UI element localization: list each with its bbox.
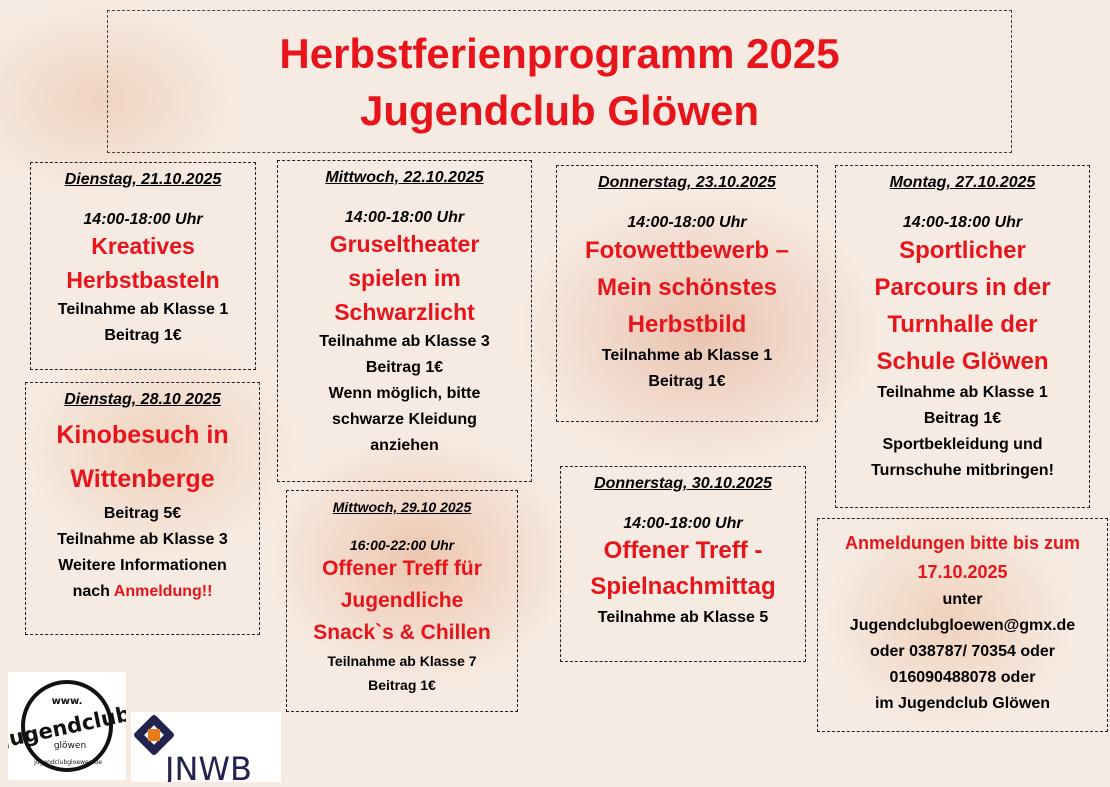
page-title: Herbstferienprogramm 2025 Jugendclub Glö… bbox=[107, 10, 1012, 153]
event-title: Kinobesuch in bbox=[56, 421, 229, 449]
event-detail: Teilnahme ab Klasse 3 bbox=[319, 333, 490, 350]
event-detail: Teilnahme ab Klasse 7 bbox=[327, 653, 477, 669]
event-detail: Beitrag 1€ bbox=[648, 373, 726, 390]
event-box-7: Montag, 27.10.2025 14:00-18:00 Uhr Sport… bbox=[835, 165, 1090, 508]
event-title: Fotowettbewerb – bbox=[584, 237, 789, 264]
event-box-2: Dienstag, 28.10 2025 Kinobesuch in Witte… bbox=[25, 382, 260, 635]
event-title: Sportlicher bbox=[899, 237, 1026, 264]
event-time: 14:00-18:00 Uhr bbox=[902, 214, 1023, 231]
registration-line: 016090488078 oder bbox=[889, 669, 1036, 686]
event-title: Jugendliche bbox=[340, 589, 464, 612]
svg-text:www.: www. bbox=[52, 696, 83, 707]
svg-text:JNWB: JNWB bbox=[163, 750, 252, 782]
event-detail: Beitrag 1€ bbox=[923, 410, 1002, 427]
event-detail: schwarze Kleidung bbox=[332, 411, 477, 428]
event-title: Wittenberge bbox=[70, 465, 215, 493]
event-detail: Teilnahme ab Klasse 1 bbox=[601, 347, 773, 364]
event-box-3: Mittwoch, 22.10.2025 14:00-18:00 Uhr Gru… bbox=[277, 160, 532, 482]
event-date: Mittwoch, 22.10.2025 bbox=[325, 169, 484, 186]
event-detail: anziehen bbox=[370, 437, 439, 454]
event-title: Herbstbasteln bbox=[66, 267, 220, 293]
event-detail: Teilnahme ab Klasse 1 bbox=[877, 384, 1048, 401]
event-title: spielen im bbox=[348, 265, 461, 291]
event-box-1: Dienstag, 21.10.2025 14:00-18:00 Uhr Kre… bbox=[30, 162, 256, 370]
event-title: Offener Treff für bbox=[322, 557, 482, 580]
title-line-2: Jugendclub Glöwen bbox=[359, 87, 760, 134]
event-box-4: Mittwoch, 29.10 2025 16:00-22:00 Uhr Off… bbox=[286, 490, 518, 712]
event-detail: Teilnahme ab Klasse 3 bbox=[57, 531, 228, 548]
event-detail: Beitrag 1€ bbox=[365, 359, 444, 376]
title-line-1: Herbstferienprogramm 2025 bbox=[279, 30, 840, 77]
detail-prefix: nach bbox=[72, 583, 114, 600]
event-detail: Turnschuhe mitbringen! bbox=[871, 462, 1054, 479]
event-title: Schwarzlicht bbox=[334, 299, 475, 325]
event-date: Mittwoch, 29.10 2025 bbox=[332, 499, 472, 515]
registration-box: Anmeldungen bitte bis zum 17.10.2025 unt… bbox=[817, 518, 1108, 732]
event-box-5: Donnerstag, 23.10.2025 14:00-18:00 Uhr F… bbox=[556, 165, 818, 422]
event-detail: Beitrag 1€ bbox=[104, 327, 182, 344]
event-detail: Sportbekleidung und bbox=[882, 436, 1043, 453]
registration-highlight: Anmeldung!! bbox=[113, 583, 213, 600]
registration-line: unter bbox=[942, 591, 983, 608]
event-detail: Weitere Informationen bbox=[58, 557, 227, 574]
event-title: Parcours in der bbox=[874, 274, 1051, 301]
event-title: Schule Glöwen bbox=[876, 348, 1049, 375]
event-time: 14:00-18:00 Uhr bbox=[627, 214, 747, 231]
event-box-6: Donnerstag, 30.10.2025 14:00-18:00 Uhr O… bbox=[560, 466, 806, 662]
event-detail: Teilnahme ab Klasse 5 bbox=[597, 609, 769, 626]
event-detail: Beitrag 5€ bbox=[103, 505, 182, 522]
event-date: Dienstag, 28.10 2025 bbox=[64, 391, 221, 408]
event-detail: Teilnahme ab Klasse 1 bbox=[57, 301, 229, 318]
jugendclub-logo: www. Jugendclub glöwen jugendclubgloewen… bbox=[0, 672, 133, 780]
event-title: Snack`s & Chillen bbox=[313, 621, 491, 644]
event-time: 14:00-18:00 Uhr bbox=[344, 209, 465, 226]
event-date: Donnerstag, 30.10.2025 bbox=[594, 475, 772, 492]
event-date: Dienstag, 21.10.2025 bbox=[64, 171, 222, 188]
registration-line: oder 038787/ 70354 oder bbox=[869, 643, 1055, 660]
event-title: Gruseltheater bbox=[329, 231, 480, 257]
event-time: 14:00-18:00 Uhr bbox=[83, 211, 203, 228]
registration-title: Anmeldungen bitte bis zum bbox=[844, 533, 1080, 553]
event-title: Kreatives bbox=[91, 233, 195, 259]
registration-line: im Jugendclub Glöwen bbox=[874, 695, 1051, 712]
event-detail: nach Anmeldung!! bbox=[26, 579, 259, 605]
event-time: 14:00-18:00 Uhr bbox=[623, 515, 743, 532]
svg-text:glöwen: glöwen bbox=[54, 741, 86, 751]
svg-text:jugendclubgloewen.de: jugendclubgloewen.de bbox=[33, 759, 102, 766]
event-detail: Wenn möglich, bitte bbox=[328, 385, 481, 402]
event-title: Mein schönstes bbox=[596, 274, 778, 301]
registration-deadline: 17.10.2025 bbox=[917, 562, 1008, 582]
event-detail: Beitrag 1€ bbox=[368, 677, 436, 693]
event-date: Donnerstag, 23.10.2025 bbox=[598, 174, 776, 191]
event-date: Montag, 27.10.2025 bbox=[889, 174, 1036, 191]
event-title: Offener Treff - bbox=[603, 537, 763, 564]
event-time: 16:00-22:00 Uhr bbox=[349, 537, 455, 553]
registration-email: Jugendclubgloewen@gmx.de bbox=[849, 617, 1076, 634]
event-title: Herbstbild bbox=[627, 311, 747, 338]
event-title: Turnhalle der bbox=[887, 311, 1038, 338]
jnwb-logo: JNWB bbox=[131, 712, 281, 787]
event-title: Spielnachmittag bbox=[590, 573, 776, 600]
